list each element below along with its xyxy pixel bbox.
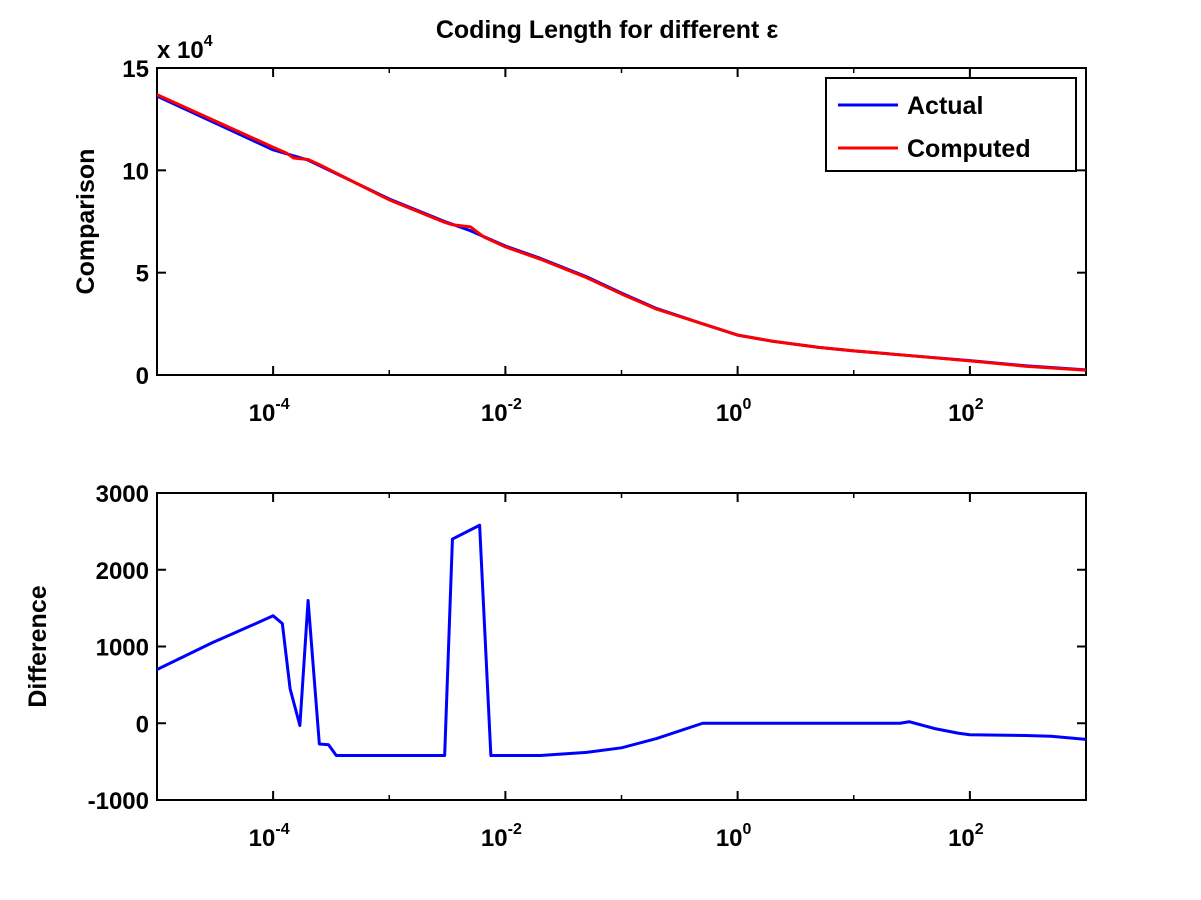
x-tick-label: 10-2 (481, 821, 522, 852)
y-tick-label: 15 (122, 56, 149, 83)
y-tick-label: 5 (136, 261, 149, 288)
x-tick-label: 10-4 (249, 396, 290, 427)
y-multiplier-label: x 104 (157, 33, 213, 64)
y-tick-label: 0 (136, 711, 149, 738)
series-line-0 (157, 523, 1086, 757)
y-axis-label: Comparison (72, 149, 100, 295)
x-tick-label: 100 (716, 821, 752, 852)
x-tick-label: 102 (948, 821, 984, 852)
legend-label-computed: Computed (907, 135, 1031, 163)
x-tick-label: 102 (948, 396, 984, 427)
legend-box (825, 77, 1077, 172)
y-tick-label: 0 (136, 363, 149, 390)
y-tick-label: 10 (122, 158, 149, 185)
legend: Actual Computed (825, 77, 1077, 172)
y-axis-label: Difference (24, 585, 52, 707)
y-tick-label: 3000 (96, 481, 149, 508)
top-chart: 0 5 10 15 10-4 10-2 100 102 Comparison Coding Len… (72, 16, 1087, 427)
bottom-chart: -1000 0 1000 2000 3000 10-4 10-2 100 102 Differen… (24, 481, 1087, 852)
series-line-computed (157, 93, 1086, 372)
x-tick-label: 10-2 (481, 396, 522, 427)
x-tick-label: 100 (716, 396, 752, 427)
x-tick-label: 10-4 (249, 821, 290, 852)
y-tick-label: 1000 (96, 635, 149, 662)
legend-label-actual: Actual (907, 92, 983, 120)
chart-title: Coding Length for different ε (436, 16, 779, 44)
y-tick-label: 2000 (96, 558, 149, 585)
y-tick-label: -1000 (88, 788, 149, 815)
plot-area (156, 492, 1087, 801)
